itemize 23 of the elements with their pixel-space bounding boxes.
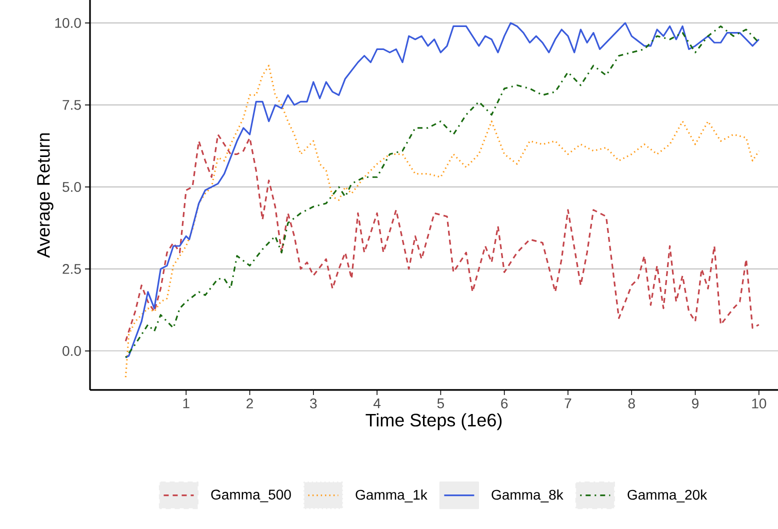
y-tick-label: 5.0 bbox=[62, 182, 81, 192]
x-tick-label: 10 bbox=[752, 398, 766, 408]
y-tick-label: 0.0 bbox=[62, 346, 81, 356]
y-tick-label: 7.5 bbox=[62, 100, 81, 110]
line-series bbox=[124, 134, 760, 342]
y-tick-label: 2.5 bbox=[62, 264, 81, 274]
y-tick-label: 10.0 bbox=[55, 18, 81, 28]
x-tick-label: 2 bbox=[246, 398, 253, 408]
legend-label: Gamma_8k bbox=[492, 489, 564, 502]
legend-label: Gamma_1k bbox=[356, 489, 428, 502]
x-tick-label: 3 bbox=[310, 398, 317, 408]
x-tick-label: 9 bbox=[692, 398, 698, 408]
legend-label: Gamma_20k bbox=[628, 489, 708, 502]
x-tick-label: 1 bbox=[183, 398, 190, 408]
x-tick-label: 5 bbox=[437, 398, 444, 408]
y-axis-title: Average Return bbox=[37, 133, 54, 258]
x-axis-title: Time Steps (1e6) bbox=[366, 413, 502, 430]
x-tick-label: 8 bbox=[628, 398, 635, 408]
x-tick-label: 6 bbox=[501, 398, 508, 408]
x-tick-label: 7 bbox=[564, 398, 572, 408]
legend-label: Gamma_500 bbox=[211, 490, 291, 502]
x-tick-label: 4 bbox=[373, 398, 381, 408]
line-series bbox=[124, 64, 760, 378]
